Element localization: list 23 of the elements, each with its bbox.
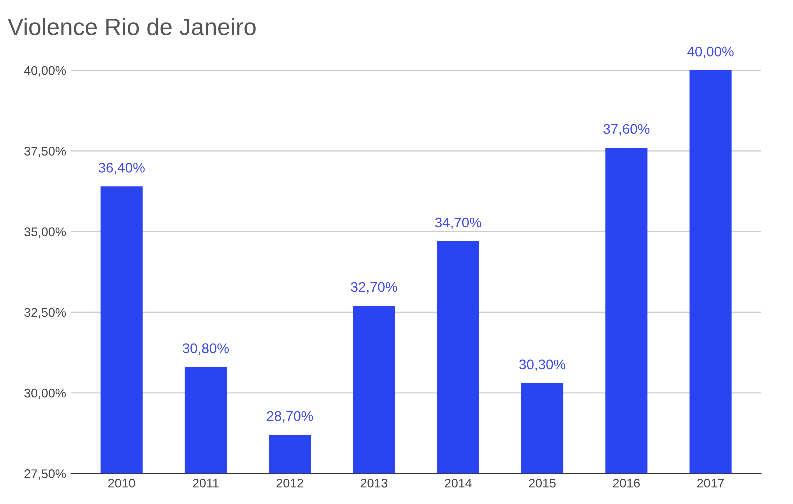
x-tick-label: 2017 bbox=[698, 478, 724, 488]
data-label: 37,60% bbox=[604, 124, 650, 136]
x-tick-label: 2011 bbox=[193, 478, 219, 488]
x-tick-label: 2015 bbox=[529, 478, 556, 488]
y-tick-label: 37,50% bbox=[24, 147, 66, 158]
x-tick-label: 2013 bbox=[360, 478, 388, 488]
data-label: 36,40% bbox=[98, 162, 145, 174]
x-tick-label: 2012 bbox=[276, 478, 304, 488]
data-label: 34,70% bbox=[435, 218, 482, 230]
x-tick-label: 2016 bbox=[613, 478, 640, 488]
chart-title: Violence Rio de Janeiro bbox=[8, 18, 256, 36]
y-tick-label: 30,00% bbox=[24, 388, 66, 400]
data-label: 32,70% bbox=[351, 282, 398, 294]
data-label: 30,80% bbox=[182, 344, 230, 356]
data-label: 40,00% bbox=[688, 46, 734, 58]
y-tick-label: 27,50% bbox=[24, 470, 66, 480]
data-label: 30,30% bbox=[520, 360, 566, 372]
x-tick-label: 2010 bbox=[108, 478, 136, 488]
y-tick-label: 32,50% bbox=[24, 308, 66, 319]
x-tick-label: 2014 bbox=[445, 478, 472, 488]
y-tick-label: 40,00% bbox=[24, 66, 66, 77]
y-tick-label: 35,00% bbox=[24, 228, 66, 238]
data-label: 28,70% bbox=[267, 411, 314, 423]
